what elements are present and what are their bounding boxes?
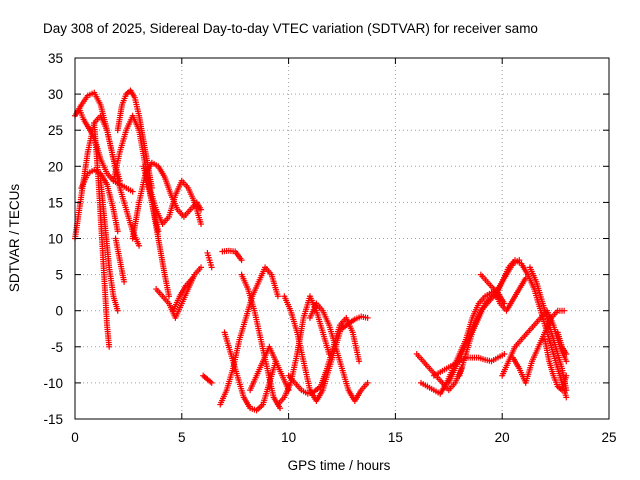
series-arc35	[509, 307, 568, 386]
data-point	[106, 343, 113, 350]
series-arc26	[339, 313, 371, 332]
series-arc14	[170, 275, 196, 314]
series-arc32	[477, 271, 529, 314]
axis-ticks: 0 5 10 15 20 25 -15 -10 -5 0 5 10 15 20 25 30 35	[43, 51, 616, 445]
data-point	[364, 379, 371, 386]
series-arc7	[112, 235, 128, 285]
data-point	[136, 242, 143, 249]
data-point	[198, 264, 205, 271]
x-tick-label: 5	[178, 430, 186, 445]
series-arc17	[217, 264, 281, 408]
y-axis-label: SDTVAR / TECUs	[7, 184, 22, 293]
data-point	[165, 293, 172, 300]
data-point	[356, 358, 363, 365]
data-point	[561, 307, 568, 314]
y-tick-label: 10	[48, 232, 63, 247]
series-arc16	[204, 249, 215, 271]
series-arc15	[200, 372, 215, 386]
y-tick-label: -15	[43, 412, 63, 427]
x-tick-label: 25	[601, 430, 616, 445]
data-point	[121, 278, 128, 285]
x-tick-label: 20	[495, 430, 510, 445]
series-arc11	[140, 163, 205, 228]
series-arc37	[541, 336, 570, 394]
data-point	[114, 228, 121, 235]
data-point	[198, 221, 205, 228]
x-axis-label: GPS time / hours	[288, 458, 391, 473]
y-tick-label: 25	[48, 123, 63, 138]
data-point	[208, 379, 215, 386]
data-point	[238, 257, 245, 264]
series-arc21	[247, 343, 292, 394]
data-point	[274, 293, 281, 300]
data-point	[129, 188, 136, 195]
series-arc6	[97, 177, 121, 314]
x-tick-label: 0	[71, 430, 79, 445]
series-arc25	[306, 300, 371, 404]
y-tick-label: 0	[55, 304, 63, 319]
y-tick-label: 30	[48, 87, 63, 102]
series-arc4	[78, 166, 121, 235]
y-tick-label: 15	[48, 195, 63, 210]
y-tick-label: 5	[55, 268, 63, 283]
data-point	[563, 394, 570, 401]
data-point	[208, 264, 215, 271]
data-point	[563, 358, 570, 365]
chart-title: Day 308 of 2025, Sidereal Day-to-day VTE…	[43, 21, 538, 36]
data-point	[364, 314, 371, 321]
series-arc13	[153, 264, 205, 321]
series-arc31	[456, 289, 508, 379]
data-point	[501, 351, 508, 358]
x-tick-label: 10	[281, 430, 296, 445]
series-arc24	[285, 314, 363, 397]
y-tick-label: -5	[51, 340, 63, 355]
data-point	[277, 405, 284, 412]
data-point	[114, 307, 121, 314]
y-tick-label: 20	[48, 159, 63, 174]
y-tick-label: 35	[48, 51, 63, 66]
data-point	[563, 351, 570, 358]
y-tick-label: -10	[43, 376, 63, 391]
x-tick-label: 15	[388, 430, 403, 445]
series-arc18	[219, 247, 245, 264]
series-arc12	[142, 170, 172, 300]
data-point	[189, 275, 196, 282]
data-point	[198, 206, 205, 213]
data-point	[563, 372, 570, 379]
data-marks	[72, 87, 570, 414]
series-arc38	[554, 329, 570, 358]
